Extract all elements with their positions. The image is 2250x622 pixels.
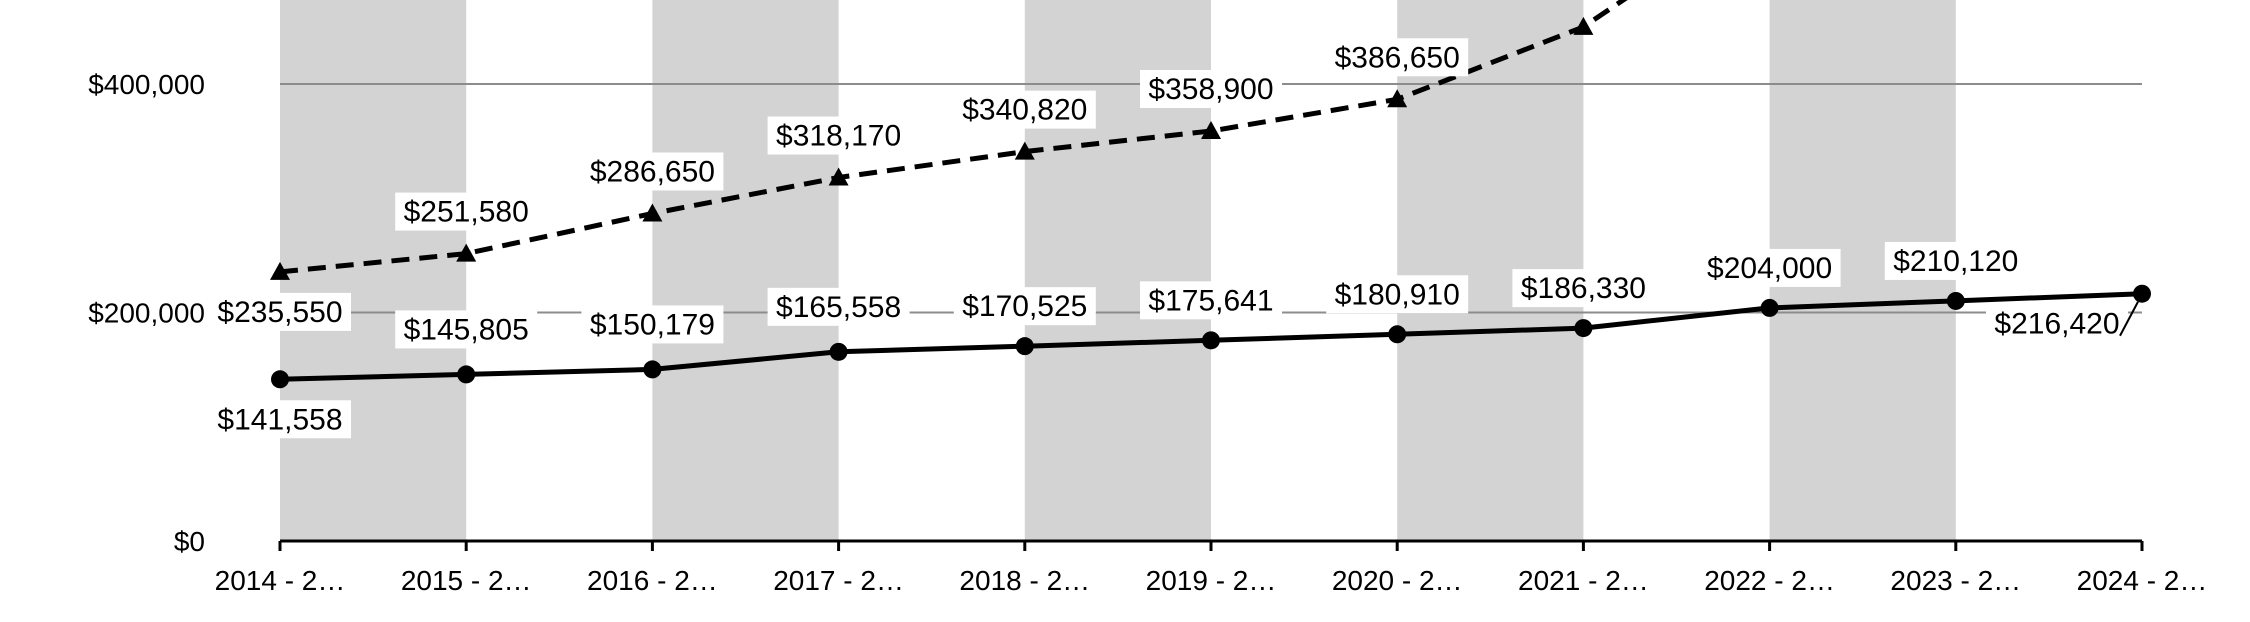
x-tick-label: 2020 - 2…: [1332, 565, 1463, 596]
triangle-marker: [1201, 120, 1221, 139]
data-label: $175,641: [1140, 281, 1282, 320]
data-label: $180,910: [1326, 275, 1469, 314]
data-label-box: [767, 116, 910, 155]
data-label: $145,805: [395, 310, 538, 349]
data-label: $235,550: [209, 292, 351, 331]
data-label-box: [1512, 269, 1655, 308]
data-label-box: [1884, 241, 2027, 280]
data-label-text: $216,420: [1994, 308, 2119, 341]
data-label: $386,650: [1326, 38, 1469, 77]
data-label: $251,580: [395, 192, 538, 231]
data-label-text: $235,550: [217, 296, 342, 329]
data-label: $186,330: [1512, 269, 1655, 308]
data-label-box: [767, 287, 910, 326]
data-label-box: [395, 310, 538, 349]
data-label-text: $386,650: [1335, 41, 1460, 74]
x-tick-label: 2022 - 2…: [1704, 565, 1835, 596]
data-label: $340,820: [953, 90, 1096, 129]
data-labels: $235,550 $251,580 $286,650 $318,170 $340,820…: [209, 38, 2139, 439]
data-label-text: $175,641: [1148, 284, 1273, 317]
data-label-box: [209, 400, 351, 439]
x-tick-label: 2018 - 2…: [959, 565, 1090, 596]
data-label-box: [953, 287, 1096, 326]
data-label-box: [953, 90, 1096, 129]
data-label-text: $165,558: [776, 291, 901, 324]
data-label: $170,525: [953, 287, 1096, 326]
y-tick-label: $200,000: [88, 298, 205, 329]
data-label-text: $358,900: [1148, 73, 1273, 106]
data-label: $216,420: [1986, 304, 2128, 343]
data-label: $204,000: [1698, 248, 1841, 287]
x-tick-label: 2015 - 2…: [401, 565, 532, 596]
circle-marker: [1388, 325, 1407, 344]
triangle-marker: [270, 261, 290, 280]
data-label-text: $170,525: [962, 290, 1087, 323]
data-label: $141,558: [209, 400, 351, 439]
dashed-series-line: [279, 0, 1628, 275]
data-label-box: [395, 192, 538, 231]
circle-marker: [1946, 291, 1965, 310]
circle-marker: [1760, 298, 1779, 317]
x-tick-label: 2016 - 2…: [587, 565, 718, 596]
x-tick-label: 2019 - 2…: [1146, 565, 1277, 596]
data-label-text: $210,120: [1893, 245, 2018, 278]
y-tick-label: $400,000: [88, 69, 205, 100]
data-label-box: [1326, 38, 1469, 77]
data-label-box: [581, 305, 724, 344]
data-label-text: $318,170: [776, 119, 901, 152]
data-label-box: [1698, 248, 1841, 287]
triangle-marker: [1387, 89, 1408, 108]
x-tick-label: 2023 - 2…: [1890, 565, 2021, 596]
data-label: $210,120: [1884, 241, 2027, 280]
circle-marker: [271, 370, 289, 389]
circle-marker: [2133, 284, 2151, 303]
data-label-text: $204,000: [1707, 252, 1832, 285]
data-label-box: [1986, 304, 2128, 343]
triangle-marker: [642, 203, 663, 222]
x-tick-label: 2014 - 2…: [215, 565, 346, 596]
x-tick-label: 2024 - 2…: [2077, 565, 2208, 596]
x-tick-label: 2017 - 2…: [773, 565, 904, 596]
triangle-marker: [828, 167, 849, 186]
column-band: [652, 0, 839, 541]
data-label: $318,170: [767, 116, 910, 155]
data-label-text: $340,820: [962, 94, 1087, 127]
data-label: $150,179: [581, 305, 724, 344]
column-band: [280, 0, 467, 541]
data-label-box: [209, 292, 351, 331]
plot-area: [270, 0, 2151, 389]
x-axis: [278, 539, 2144, 551]
data-label-box: [1140, 281, 1282, 320]
y-axis-tick-labels: $0 $200,000 $400,000: [88, 69, 205, 557]
data-label-text: $141,558: [217, 403, 342, 436]
data-label-text: $251,580: [404, 196, 529, 229]
data-label-box: [1326, 275, 1469, 314]
triangle-marker: [1573, 16, 1594, 35]
data-label: $165,558: [767, 287, 910, 326]
label-leader-line: [2119, 301, 2139, 337]
x-tick-label: 2021 - 2…: [1518, 565, 1649, 596]
triangle-marker: [456, 243, 477, 262]
data-label-text: $150,179: [590, 308, 715, 341]
y-tick-label: $0: [174, 526, 205, 557]
circle-marker: [1574, 319, 1593, 338]
data-label-text: $186,330: [1521, 272, 1646, 305]
data-label-text: $286,650: [590, 156, 715, 189]
circle-marker: [829, 342, 848, 361]
data-label-text: $180,910: [1335, 278, 1460, 311]
data-label: $358,900: [1140, 69, 1282, 108]
circle-marker: [1202, 331, 1220, 350]
data-label-box: [581, 152, 724, 191]
data-label-box: [1140, 69, 1282, 108]
circle-marker: [1015, 337, 1034, 356]
circle-marker: [643, 360, 662, 379]
data-label-text: $145,805: [404, 313, 529, 346]
data-label: $286,650: [581, 152, 724, 191]
circle-marker: [457, 365, 476, 384]
x-axis-tick-labels: 2014 - 2… 2015 - 2… 2016 - 2… 2017 - 2… 2018…: [215, 565, 2208, 596]
triangle-marker: [1014, 141, 1035, 160]
